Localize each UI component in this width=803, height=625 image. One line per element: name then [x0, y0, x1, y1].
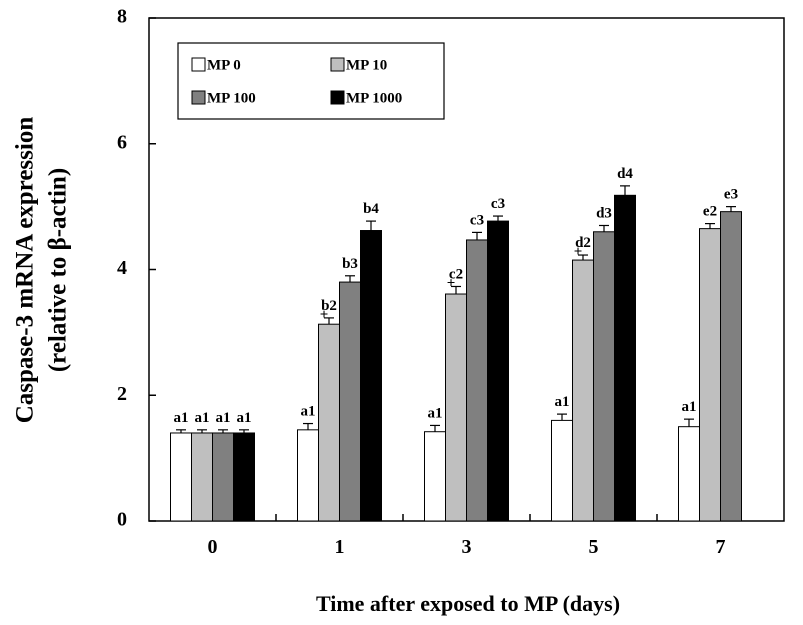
significance-marker: + — [320, 307, 329, 323]
bar — [233, 432, 255, 522]
bar — [551, 419, 573, 522]
bar — [339, 281, 361, 522]
data-label: a1 — [682, 399, 697, 415]
x-tick-label: 1 — [335, 536, 345, 558]
y-axis-title: Caspase-3 mRNA expression (relative to β… — [12, 117, 72, 424]
bar — [318, 323, 340, 522]
data-label: b2 — [321, 298, 337, 314]
y-tick-label: 6 — [117, 131, 127, 153]
legend: MP 0 MP 10 MP 100 MP 1000 — [177, 42, 445, 120]
y-tick-label: 2 — [117, 383, 127, 405]
legend-swatch — [191, 57, 206, 72]
data-label: a1 — [428, 405, 443, 421]
data-label: a1 — [195, 410, 210, 426]
data-label: d4 — [617, 166, 633, 182]
data-label: a1 — [216, 410, 231, 426]
bar — [445, 293, 467, 522]
bar — [424, 431, 446, 522]
data-label: b3 — [342, 256, 358, 272]
data-label: e3 — [724, 187, 738, 203]
y-axis-title-line-2: (relative to β-actin) — [45, 168, 72, 372]
x-tick-label: 7 — [716, 536, 726, 558]
data-label: a1 — [237, 410, 252, 426]
bar — [572, 259, 594, 522]
significance-marker: + — [447, 275, 456, 291]
bar — [678, 426, 700, 522]
y-axis-title-line-1: Caspase-3 mRNA expression — [12, 117, 39, 424]
bar — [360, 230, 382, 522]
bar — [466, 239, 488, 522]
x-tick-label: 0 — [208, 536, 218, 558]
data-label: a1 — [555, 394, 570, 410]
legend-swatch — [330, 90, 345, 105]
legend-swatch — [330, 57, 345, 72]
bar — [212, 432, 234, 522]
bar — [170, 432, 192, 522]
data-label: c3 — [470, 212, 484, 228]
x-axis: 0 1 3 5 7 — [208, 514, 726, 558]
data-label: a1 — [174, 410, 189, 426]
y-tick-label: 0 — [117, 509, 127, 531]
x-axis-title: Time after exposed to MP (days) — [316, 591, 620, 616]
bar — [699, 228, 721, 522]
legend-label: MP 10 — [346, 57, 387, 73]
data-label: b4 — [363, 201, 379, 217]
y-axis: 0 2 4 6 8 — [117, 6, 156, 531]
x-tick-label: 3 — [462, 536, 472, 558]
legend-label: MP 1000 — [346, 90, 402, 106]
legend-box — [177, 42, 445, 120]
x-tick-label: 5 — [589, 536, 599, 558]
bar — [191, 432, 213, 522]
y-tick-label: 8 — [117, 6, 127, 28]
legend-swatch — [191, 90, 206, 105]
data-label: c3 — [491, 196, 505, 212]
bar — [487, 220, 509, 522]
data-label: d3 — [596, 205, 612, 221]
y-tick-label: 4 — [117, 257, 127, 279]
bar — [614, 194, 636, 522]
bar — [297, 429, 319, 522]
legend-label: MP 100 — [207, 90, 256, 106]
data-label: c2 — [449, 266, 463, 282]
data-label: e2 — [703, 204, 717, 220]
bar — [593, 231, 615, 522]
legend-label: MP 0 — [207, 57, 241, 73]
data-label: d2 — [575, 235, 591, 251]
data-label: a1 — [301, 404, 316, 420]
significance-marker: + — [574, 244, 583, 260]
bar — [720, 211, 742, 522]
